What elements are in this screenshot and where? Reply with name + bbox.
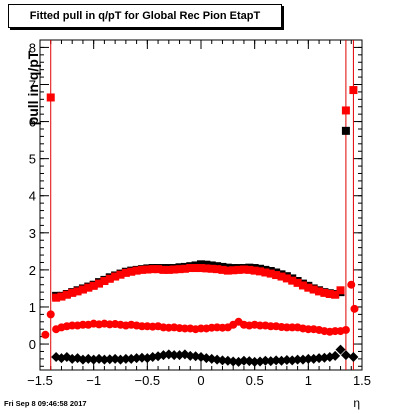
square-marker [100,277,109,286]
square-marker [180,264,189,273]
square-marker [207,264,216,273]
square-marker [170,265,179,274]
square-marker [320,288,329,297]
square-marker [250,266,259,275]
square-marker [277,272,286,281]
square-marker [148,265,157,274]
square-marker [293,278,302,287]
y-tick-label: 4 [29,189,36,204]
y-axis-label: pull in q/pT [25,50,41,126]
square-marker [62,290,71,299]
square-marker [304,283,313,292]
circle-marker [347,280,356,289]
y-tick-label: 2 [29,263,36,278]
diamond-marker [335,344,346,355]
x-tick-label: 0 [197,373,204,388]
chart-title: Fitted pull in q/pT for Global Rec Pion … [8,4,282,28]
circle-marker [46,310,55,319]
diamond-marker [330,350,341,361]
x-tick-label: −1 [86,373,101,388]
axes: −1.5 −1 −0.5 0 0.5 1 1.5 0 1 2 3 4 5 6 7 8 [27,39,371,388]
square-marker [111,272,120,281]
square-marker [288,276,297,285]
circle-marker [41,330,50,339]
square-marker [298,281,307,290]
square-marker [78,285,87,294]
x-tick-label: 1.5 [353,373,371,388]
circle-marker [341,325,350,334]
square-marker [336,286,345,295]
square-marker [266,269,275,278]
square-marker [73,287,82,296]
square-marker [245,265,254,274]
square-marker [191,264,200,273]
square-marker [341,106,350,115]
square-marker [186,264,195,273]
square-marker [116,270,125,279]
x-tick-label: −1.5 [27,373,53,388]
y-tick-label: 7 [29,77,36,92]
diamond-marker [120,353,131,364]
square-marker [137,265,146,274]
square-marker [197,264,205,273]
square-marker [202,264,211,273]
x-axis-label: η [353,396,360,410]
square-marker [256,267,265,276]
square-marker [218,265,227,274]
plot-frame [39,39,363,371]
square-marker [132,266,141,275]
y-tick-label: 3 [29,226,36,241]
y-tick-label: 0 [29,337,36,352]
square-marker [89,281,98,290]
square-marker [154,265,163,274]
square-marker [57,292,66,301]
y-tick-label: 1 [29,300,36,315]
x-tick-label: 1 [305,373,312,388]
diamond-marker [340,350,351,361]
square-marker [309,285,318,294]
square-marker [349,86,358,95]
square-marker [84,283,93,292]
square-marker [175,265,184,274]
x-tick-label: 0.5 [246,373,264,388]
square-marker [143,265,152,274]
square-marker [272,271,281,280]
y-tick-label: 5 [29,152,36,167]
square-marker [159,265,168,274]
diamond-marker [169,350,180,361]
y-tick-label: 8 [29,40,36,55]
y-tick-label: 6 [29,115,36,130]
diamond-marker [348,352,359,363]
boundary-lines [50,40,354,370]
square-marker [121,268,130,277]
data-marks [41,86,359,367]
square-marker [331,290,340,299]
square-marker [234,265,243,274]
square-marker [341,126,350,135]
square-marker [325,289,334,298]
square-marker [223,266,232,275]
square-marker [213,265,222,274]
square-marker [105,274,114,283]
square-marker [229,266,238,275]
circle-marker [350,304,359,313]
square-marker [127,267,136,276]
square-marker [261,268,270,277]
square-marker [52,293,61,302]
diamond-marker [292,354,303,365]
square-marker [164,265,173,274]
square-marker [239,265,248,274]
square-marker [46,93,55,102]
square-marker [95,279,104,288]
x-tick-label: −0.5 [134,373,160,388]
square-marker [282,274,291,283]
square-marker [68,288,77,297]
timestamp-footer: Fri Sep 8 09:46:58 2017 [4,399,87,408]
square-marker [315,287,324,296]
diamond-marker [303,353,314,364]
